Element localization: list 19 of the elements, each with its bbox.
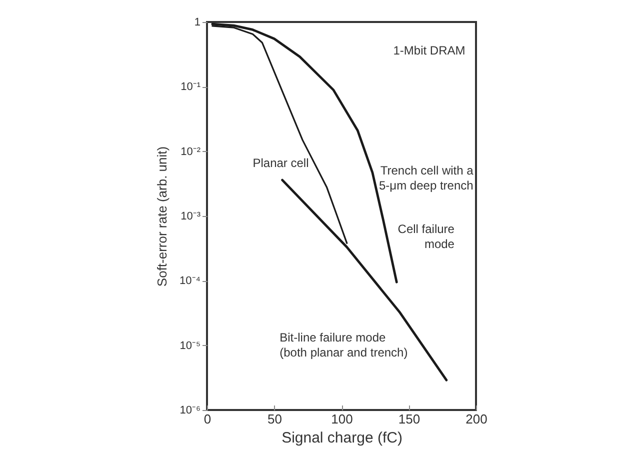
y-tick-label: 1 (194, 16, 200, 28)
x-tick-label: 200 (466, 412, 488, 426)
annotation: Bit-line failure mode (both planar and trench) (280, 330, 408, 360)
x-tick-label: 100 (331, 412, 353, 426)
y-tick-label: 10⁻⁶ (180, 404, 200, 416)
x-tick-label: 150 (398, 412, 420, 426)
y-tick-label: 10⁻⁴ (180, 275, 201, 288)
y-tick-label: 10⁻⁵ (180, 340, 200, 352)
y-axis-title: Soft-error rate (arb. unit) (154, 146, 170, 287)
annotation: Trench cell with a 5-μm deep trench (379, 164, 474, 193)
y-tick-label: 10⁻² (180, 146, 201, 158)
annotation: Planar cell (252, 156, 309, 170)
y-tick-label: 10⁻¹ (180, 81, 201, 94)
x-tick-label: 0 (204, 412, 212, 426)
x-tick-label: 50 (268, 412, 282, 426)
annotation: 1-Mbit DRAM (393, 43, 466, 58)
y-tick-label: 10⁻³ (180, 210, 201, 222)
annotation: Cell failure mode (398, 222, 455, 251)
x-axis-title: Signal charge (fC) (282, 430, 402, 446)
